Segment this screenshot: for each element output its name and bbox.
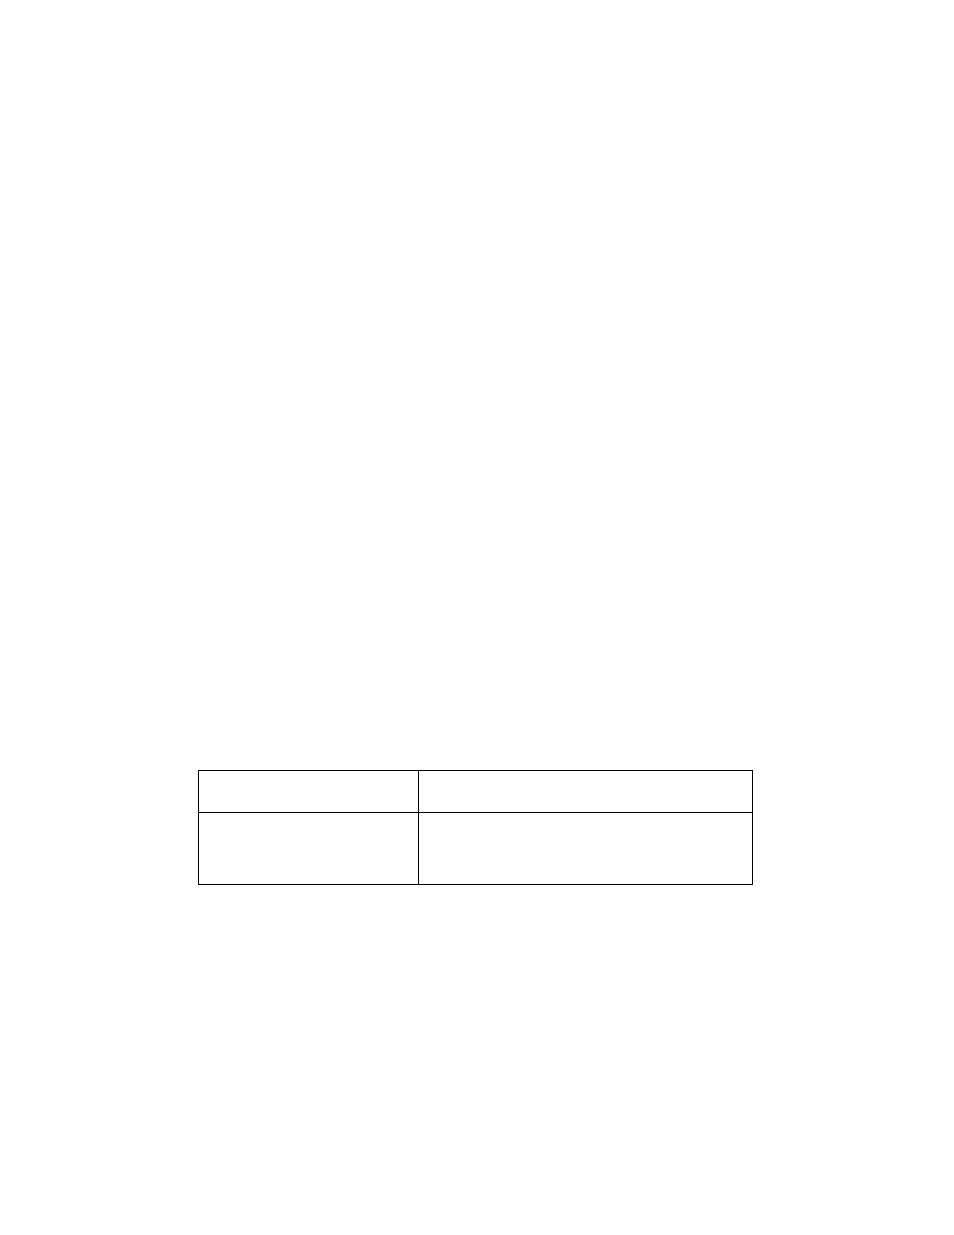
table-cell xyxy=(199,771,419,813)
empty-table xyxy=(198,770,753,885)
table-cell xyxy=(199,813,419,885)
table xyxy=(198,770,753,885)
table-row xyxy=(199,771,753,813)
table-cell xyxy=(418,813,752,885)
table-cell xyxy=(418,771,752,813)
table-row xyxy=(199,813,753,885)
